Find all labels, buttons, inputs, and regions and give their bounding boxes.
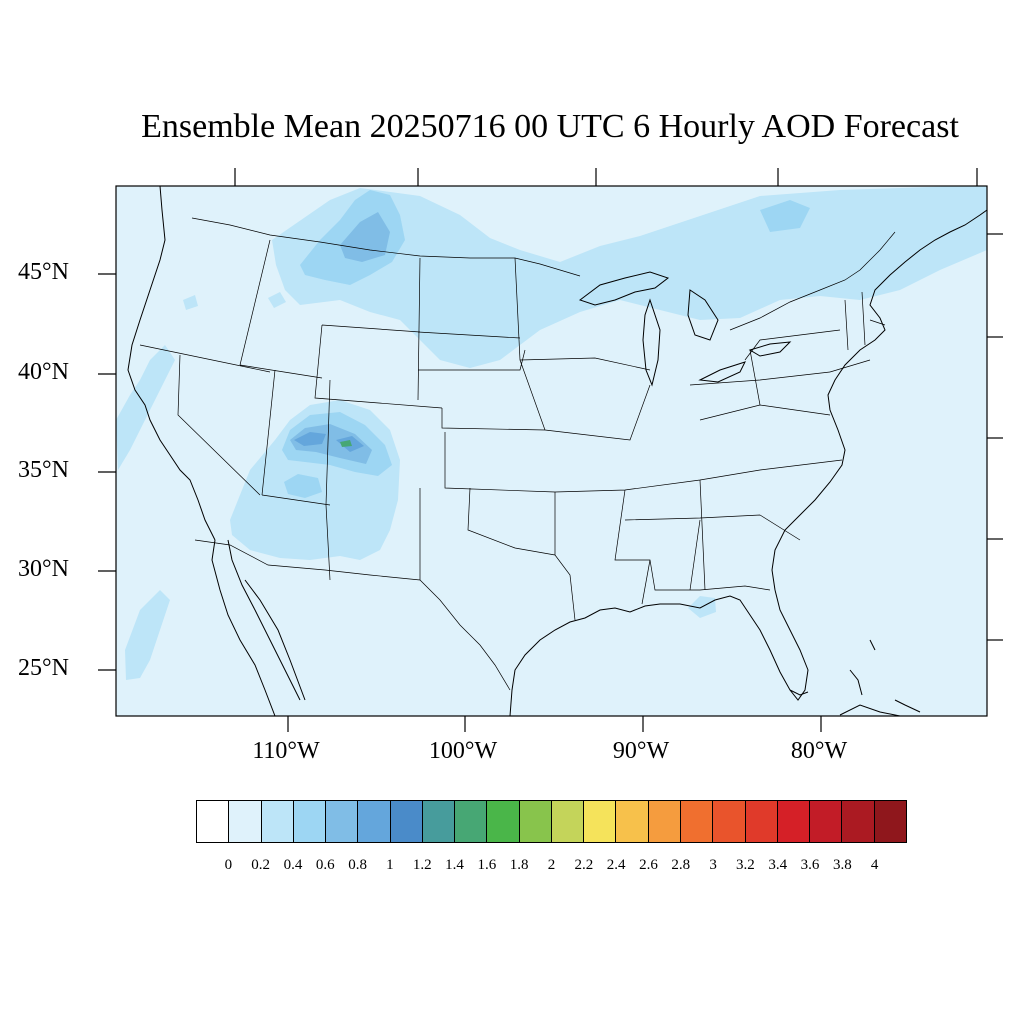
colorbar-swatch xyxy=(679,801,713,842)
lon-label-100w: 100°W xyxy=(428,738,498,764)
colorbar-tick-label: 4 xyxy=(870,857,879,873)
aod-baja-offshore xyxy=(125,590,170,680)
page-title: Ensemble Mean 20250716 00 UTC 6 Hourly A… xyxy=(141,108,959,145)
canada-border xyxy=(191,217,581,277)
colorbar-swatch xyxy=(325,801,358,842)
colorbar-swatch xyxy=(454,801,487,842)
colorbar-swatch xyxy=(615,801,648,842)
colorbar-swatch xyxy=(583,801,616,842)
lon-label-90w: 90°W xyxy=(612,738,670,764)
colorbar-swatch xyxy=(712,801,745,842)
lat-label-25: 25°N xyxy=(18,655,69,681)
atlantic-coast xyxy=(771,209,987,591)
colorbar-tick-label: 2 xyxy=(547,857,556,873)
colorbar-tick-label: 1.2 xyxy=(412,857,432,873)
colorbar-swatch xyxy=(776,801,810,842)
florida-keys xyxy=(789,689,809,696)
lat-label-45: 45°N xyxy=(18,259,69,285)
map-frame xyxy=(115,185,988,717)
colorbar xyxy=(196,800,907,843)
colorbar-swatch xyxy=(292,801,326,842)
colorbar-tick-label: 1.6 xyxy=(477,857,497,873)
colorbar-tick-label: 0 xyxy=(224,857,233,873)
state-lines-southeast xyxy=(624,514,801,591)
baja-peninsula xyxy=(211,539,276,716)
colorbar-tick-label: 0.6 xyxy=(315,857,335,873)
west-coastline xyxy=(127,186,216,541)
lon-label-80w: 80°W xyxy=(790,738,848,764)
lake-michigan xyxy=(642,298,661,387)
tick-marks xyxy=(98,168,1003,732)
colorbar-swatch xyxy=(421,801,455,842)
lon-label-110w: 110°W xyxy=(252,738,320,764)
colorbar-swatch xyxy=(260,801,293,842)
colorbar-swatch xyxy=(841,801,874,842)
aod-arizona-patch xyxy=(284,474,322,498)
lake-erie xyxy=(698,361,746,383)
colorbar-tick-label: 0.8 xyxy=(348,857,367,873)
lat-label-30: 30°N xyxy=(18,556,69,582)
colorbar-tick-label: 0.4 xyxy=(283,857,303,873)
colorbar-swatch xyxy=(518,801,551,842)
cuba xyxy=(839,704,901,716)
aod-oregon-patch xyxy=(183,295,198,310)
colorbar-swatch xyxy=(389,801,422,842)
colorbar-swatch xyxy=(744,801,777,842)
colorbar-tick-label: 3.8 xyxy=(832,857,852,873)
colorbar-swatch xyxy=(550,801,584,842)
colorbar-tick-label: 3.4 xyxy=(768,857,788,873)
colorbar-tick-label: 3.2 xyxy=(736,857,755,873)
colorbar-tick-label: 2.2 xyxy=(574,857,594,873)
lat-label-35: 35°N xyxy=(18,457,69,483)
state-lines-east xyxy=(519,349,843,605)
colorbar-tick-label: 2.6 xyxy=(639,857,658,873)
colorbar-swatch xyxy=(809,801,842,842)
bahamas xyxy=(849,639,921,713)
canada-border-east xyxy=(729,231,896,331)
colorbar-swatch xyxy=(357,801,390,842)
colorbar-tick-label: 2.8 xyxy=(671,857,691,873)
colorbar-tick-label: 1.8 xyxy=(509,857,529,873)
colorbar-tick-label: 3 xyxy=(709,857,717,873)
lake-ontario xyxy=(748,341,792,357)
aod-canada-east xyxy=(760,200,810,232)
gulf-of-california xyxy=(227,539,301,701)
lake-superior xyxy=(578,271,670,306)
colorbar-tick-label: 2.4 xyxy=(606,857,626,873)
state-lines-northeast xyxy=(744,291,886,373)
aod-utah-core xyxy=(294,432,326,446)
colorbar-swatch xyxy=(647,801,680,842)
state-lines-west xyxy=(139,239,443,581)
aod-montana-peak xyxy=(340,212,390,262)
lake-huron xyxy=(687,289,719,341)
mexico-pacific xyxy=(244,579,306,701)
aod-colorado-peak xyxy=(340,440,352,447)
lat-label-40: 40°N xyxy=(18,359,69,385)
colorbar-tick-label: 3.6 xyxy=(800,857,820,873)
gulf-coast-texas xyxy=(509,589,809,716)
colorbar-swatch xyxy=(873,801,906,842)
colorbar-tick-label: 1.4 xyxy=(445,857,464,873)
colorbar-tick-label: 1 xyxy=(386,857,394,873)
colorbar-swatch xyxy=(486,801,519,842)
colorbar-swatch xyxy=(228,801,261,842)
colorbar-tick-label: 0.2 xyxy=(251,857,270,873)
colorbar-swatch xyxy=(197,801,229,842)
aod-idaho-patch xyxy=(268,292,286,308)
